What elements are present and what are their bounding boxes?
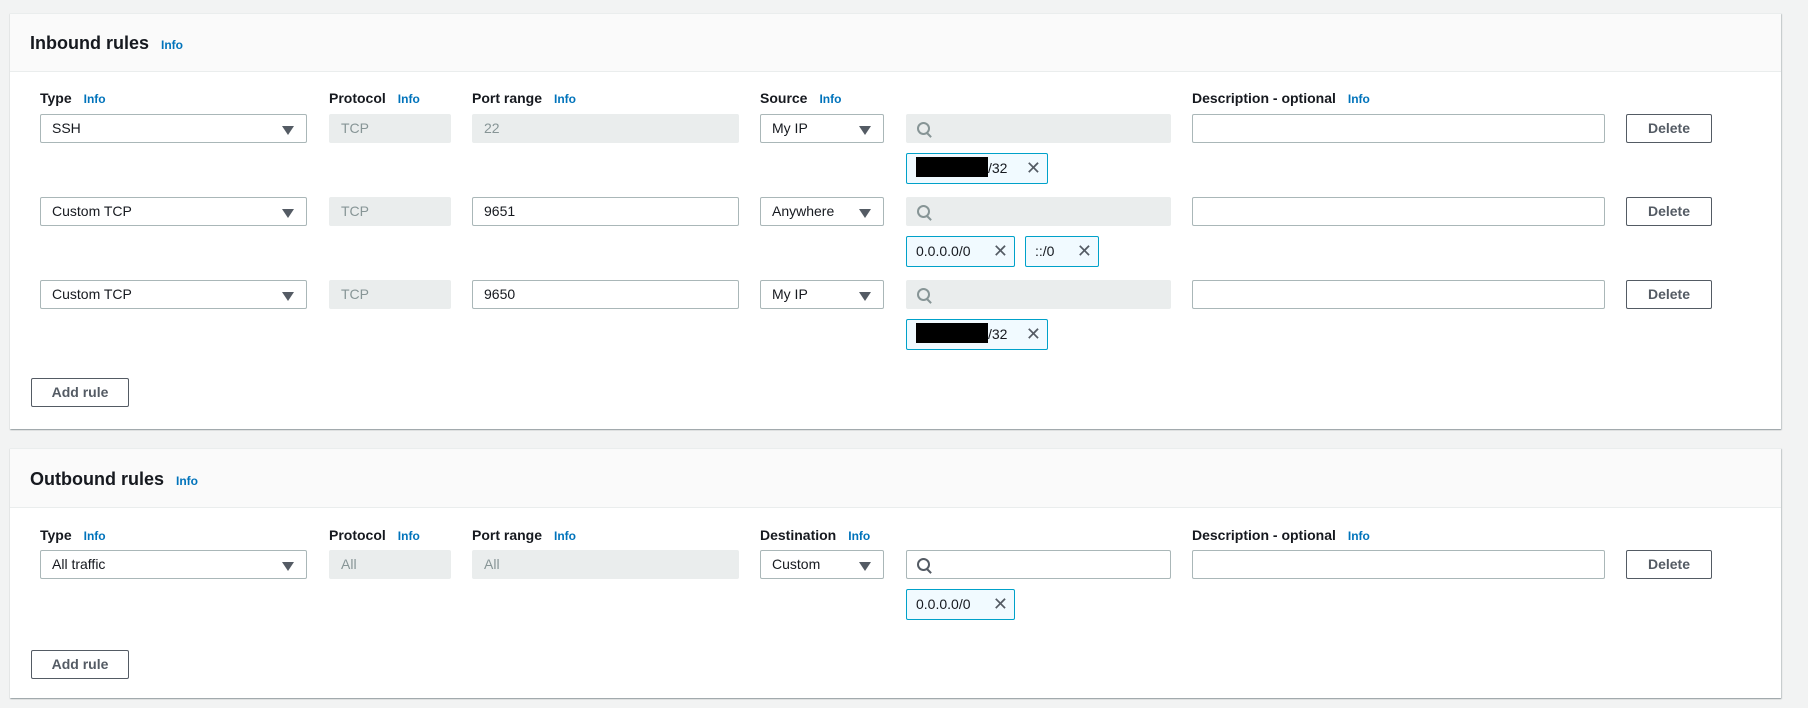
outbound-header-port: Port range Info: [472, 527, 576, 543]
inbound-port-range-input: 22: [472, 114, 739, 143]
inbound-cidr-token-label: 0.0.0.0/0: [916, 243, 971, 259]
close-icon[interactable]: ✕: [1025, 158, 1041, 178]
outbound-header-port-info-link[interactable]: Info: [554, 529, 577, 543]
outbound-header-destination: Destination Info: [760, 527, 870, 543]
inbound-protocol-field: TCP: [329, 114, 451, 143]
inbound-cidr-search-input[interactable]: [906, 197, 1171, 226]
close-icon[interactable]: ✕: [992, 241, 1008, 261]
inbound-delete-button[interactable]: Delete: [1626, 114, 1712, 143]
outbound-rules-header: Outbound rules Info: [10, 449, 1781, 508]
inbound-protocol-field: TCP: [329, 280, 451, 309]
outbound-port-range-input: All: [472, 550, 739, 579]
inbound-header-protocol-label: Protocol: [329, 90, 386, 106]
inbound-type-select[interactable]: Custom TCP: [40, 197, 307, 226]
inbound-rules-panel: Inbound rules Info Type Info Protocol Info Po…: [10, 13, 1781, 429]
search-icon: [917, 205, 930, 218]
inbound-header-port: Port range Info: [472, 90, 576, 106]
inbound-cidr-token: ::/0 ✕: [1025, 236, 1099, 267]
inbound-source-select[interactable]: My IP: [760, 280, 884, 309]
inbound-header-type-label: Type: [40, 90, 72, 106]
inbound-description-input[interactable]: [1192, 197, 1605, 226]
outbound-cidr-token-label: 0.0.0.0/0: [916, 596, 971, 612]
outbound-header-protocol-label: Protocol: [329, 527, 386, 543]
outbound-title: Outbound rules Info: [30, 469, 198, 490]
inbound-header-description: Description - optional Info: [1192, 90, 1370, 106]
inbound-header-source: Source Info: [760, 90, 841, 106]
inbound-cidr-token-label: /32: [988, 160, 1008, 176]
inbound-port-range-input[interactable]: 9650: [472, 280, 739, 309]
inbound-add-rule-button[interactable]: Add rule: [31, 378, 129, 407]
close-icon[interactable]: ✕: [1025, 324, 1041, 344]
inbound-header-source-info-link[interactable]: Info: [819, 92, 842, 106]
inbound-info-link[interactable]: Info: [161, 38, 183, 52]
inbound-header-source-label: Source: [760, 90, 808, 106]
inbound-delete-button[interactable]: Delete: [1626, 197, 1712, 226]
redacted-ip: [916, 323, 988, 344]
inbound-protocol-field: TCP: [329, 197, 451, 226]
outbound-header-type: Type Info: [40, 527, 106, 543]
outbound-add-rule-button[interactable]: Add rule: [31, 650, 129, 679]
outbound-header-type-info-link[interactable]: Info: [83, 529, 106, 543]
inbound-cidr-token: /32 ✕: [906, 153, 1048, 184]
inbound-rules-header: Inbound rules Info: [10, 14, 1781, 72]
inbound-header-type-info-link[interactable]: Info: [83, 92, 106, 106]
inbound-cidr-token-label: ::/0: [1035, 243, 1055, 259]
close-icon[interactable]: ✕: [1076, 241, 1092, 261]
inbound-type-select[interactable]: Custom TCP: [40, 280, 307, 309]
outbound-destination-select[interactable]: Custom: [760, 550, 884, 579]
inbound-description-input[interactable]: [1192, 114, 1605, 143]
outbound-description-input[interactable]: [1192, 550, 1605, 579]
inbound-header-protocol: Protocol Info: [329, 90, 420, 106]
inbound-cidr-token-label: /32: [988, 326, 1008, 342]
outbound-header-port-label: Port range: [472, 527, 543, 543]
outbound-delete-button[interactable]: Delete: [1626, 550, 1712, 579]
inbound-port-range-input[interactable]: 9651: [472, 197, 739, 226]
outbound-cidr-token: 0.0.0.0/0 ✕: [906, 589, 1015, 620]
inbound-description-input[interactable]: [1192, 280, 1605, 309]
inbound-source-select[interactable]: Anywhere: [760, 197, 884, 226]
outbound-protocol-field: All: [329, 550, 451, 579]
inbound-header-protocol-info-link[interactable]: Info: [397, 92, 420, 106]
inbound-cidr-token: 0.0.0.0/0 ✕: [906, 236, 1015, 267]
inbound-cidr-token: /32 ✕: [906, 319, 1048, 350]
redacted-ip: [916, 157, 988, 178]
search-icon: [917, 122, 930, 135]
outbound-info-link[interactable]: Info: [176, 474, 198, 488]
outbound-rules-panel: Outbound rules Info Type Info Protocol Info P…: [10, 448, 1781, 698]
inbound-type-select[interactable]: SSH: [40, 114, 307, 143]
outbound-header-type-label: Type: [40, 527, 72, 543]
inbound-title: Inbound rules Info: [30, 33, 183, 54]
search-icon: [917, 558, 930, 571]
inbound-delete-button[interactable]: Delete: [1626, 280, 1712, 309]
inbound-cidr-search-input[interactable]: [906, 280, 1171, 309]
outbound-type-select[interactable]: All traffic: [40, 550, 307, 579]
inbound-header-port-label: Port range: [472, 90, 543, 106]
outbound-header-description-label: Description - optional: [1192, 527, 1336, 543]
outbound-header-description-info-link[interactable]: Info: [1347, 529, 1370, 543]
inbound-header-description-label: Description - optional: [1192, 90, 1336, 106]
inbound-title-text: Inbound rules: [30, 33, 149, 53]
outbound-header-destination-info-link[interactable]: Info: [848, 529, 871, 543]
outbound-header-protocol: Protocol Info: [329, 527, 420, 543]
outbound-header-description: Description - optional Info: [1192, 527, 1370, 543]
inbound-header-description-info-link[interactable]: Info: [1347, 92, 1370, 106]
inbound-cidr-search-input[interactable]: [906, 114, 1171, 143]
outbound-cidr-search-input[interactable]: [906, 550, 1171, 579]
inbound-header-port-info-link[interactable]: Info: [554, 92, 577, 106]
close-icon[interactable]: ✕: [992, 594, 1008, 614]
inbound-source-select[interactable]: My IP: [760, 114, 884, 143]
search-icon: [917, 288, 930, 301]
outbound-header-protocol-info-link[interactable]: Info: [397, 529, 420, 543]
outbound-header-destination-label: Destination: [760, 527, 837, 543]
outbound-title-text: Outbound rules: [30, 469, 164, 489]
inbound-header-type: Type Info: [40, 90, 106, 106]
